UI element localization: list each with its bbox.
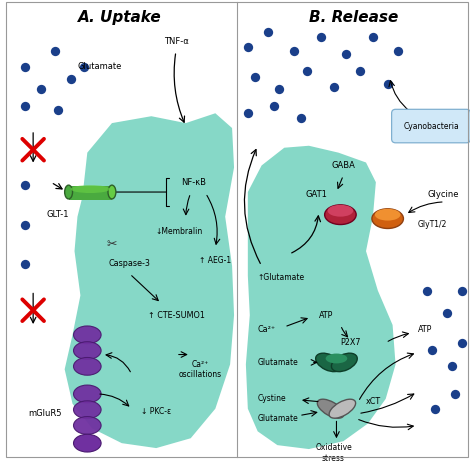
- Text: A. Uptake: A. Uptake: [78, 10, 162, 25]
- Ellipse shape: [71, 185, 110, 193]
- Ellipse shape: [372, 209, 403, 228]
- Point: [21, 181, 29, 189]
- Point: [81, 63, 88, 71]
- Point: [264, 28, 271, 35]
- Point: [67, 75, 74, 82]
- Ellipse shape: [329, 399, 356, 418]
- Ellipse shape: [326, 354, 347, 363]
- FancyBboxPatch shape: [392, 110, 470, 143]
- Point: [317, 34, 325, 41]
- Polygon shape: [246, 146, 396, 449]
- Text: P2X7: P2X7: [340, 338, 361, 347]
- Point: [21, 221, 29, 228]
- Point: [428, 346, 436, 353]
- Point: [54, 107, 62, 114]
- Ellipse shape: [325, 205, 356, 225]
- Text: GAT1: GAT1: [306, 191, 328, 199]
- Point: [458, 287, 465, 294]
- Point: [448, 363, 456, 370]
- Point: [244, 110, 252, 117]
- Ellipse shape: [316, 353, 342, 371]
- Point: [451, 390, 458, 397]
- Ellipse shape: [73, 401, 101, 418]
- Point: [303, 67, 311, 75]
- Text: TNF-α: TNF-α: [164, 37, 188, 46]
- Text: Cystine: Cystine: [258, 394, 286, 404]
- Point: [21, 63, 29, 71]
- Text: ↓Membralin: ↓Membralin: [155, 227, 202, 236]
- Ellipse shape: [317, 399, 344, 418]
- Point: [343, 50, 350, 58]
- Ellipse shape: [331, 353, 357, 371]
- Ellipse shape: [73, 342, 101, 359]
- Point: [458, 339, 465, 346]
- Ellipse shape: [64, 185, 73, 199]
- Text: ✂: ✂: [107, 238, 117, 251]
- Text: Caspase-3: Caspase-3: [109, 260, 151, 268]
- Text: mGluR5: mGluR5: [28, 409, 62, 418]
- Point: [37, 85, 45, 92]
- Text: Glycine: Glycine: [427, 191, 458, 199]
- Ellipse shape: [73, 357, 101, 375]
- Point: [244, 43, 252, 51]
- Point: [443, 309, 451, 317]
- Text: ↑ CTE-SUMO1: ↑ CTE-SUMO1: [147, 311, 204, 320]
- Polygon shape: [64, 113, 234, 448]
- Text: Ca²⁺
oscillations: Ca²⁺ oscillations: [179, 360, 222, 379]
- Point: [384, 80, 392, 88]
- Point: [369, 34, 377, 41]
- Text: xCT: xCT: [366, 397, 381, 406]
- Ellipse shape: [375, 209, 401, 220]
- Text: Cyanobacteria: Cyanobacteria: [403, 122, 459, 130]
- Text: Ca²⁺: Ca²⁺: [258, 325, 276, 335]
- Bar: [69, 186, 112, 200]
- Ellipse shape: [73, 326, 101, 344]
- Point: [275, 85, 283, 92]
- Point: [356, 67, 364, 75]
- Ellipse shape: [73, 385, 101, 403]
- Point: [330, 83, 337, 90]
- Text: Glutamate: Glutamate: [77, 62, 122, 71]
- Text: ↑Glutamate: ↑Glutamate: [258, 273, 305, 282]
- Text: ↑ AEG-1: ↑ AEG-1: [199, 256, 231, 266]
- Point: [271, 103, 278, 110]
- Point: [423, 287, 431, 294]
- Point: [297, 115, 305, 122]
- Text: ↓ PKC-ε: ↓ PKC-ε: [141, 407, 171, 416]
- Point: [291, 48, 298, 55]
- Point: [394, 48, 401, 55]
- Text: ATP: ATP: [319, 311, 334, 320]
- Text: GABA: GABA: [331, 161, 356, 170]
- Point: [431, 405, 439, 412]
- Ellipse shape: [108, 185, 116, 199]
- Text: Oxidative
stress: Oxidative stress: [315, 443, 352, 463]
- Text: B. Release: B. Release: [309, 10, 398, 25]
- Text: Glutamate: Glutamate: [258, 358, 299, 367]
- Point: [51, 48, 59, 55]
- Ellipse shape: [328, 205, 353, 217]
- Text: GLT-1: GLT-1: [46, 210, 69, 219]
- Point: [21, 260, 29, 267]
- Point: [21, 103, 29, 110]
- Text: GlyT1/2: GlyT1/2: [417, 220, 447, 229]
- Text: NF-κB: NF-κB: [181, 178, 206, 187]
- Ellipse shape: [73, 417, 101, 434]
- Ellipse shape: [73, 434, 101, 452]
- Point: [251, 73, 258, 81]
- Text: Glutamate: Glutamate: [258, 414, 299, 423]
- Text: ATP: ATP: [418, 325, 432, 335]
